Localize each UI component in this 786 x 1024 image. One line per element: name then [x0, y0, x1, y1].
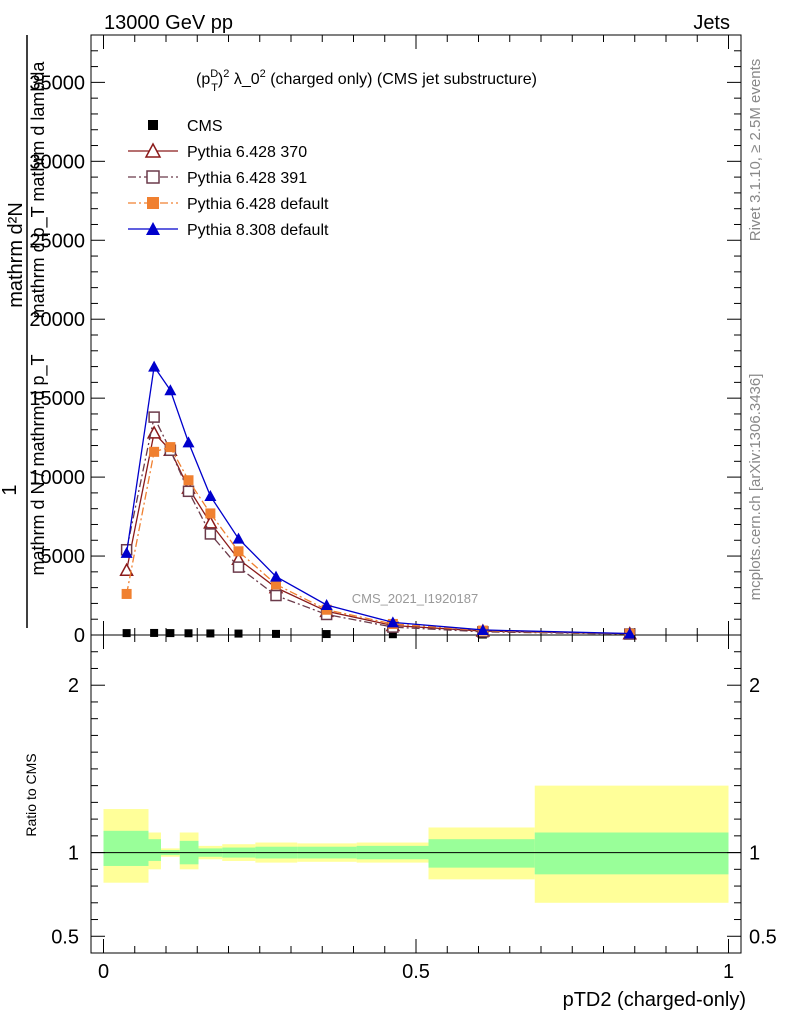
data-point — [148, 411, 160, 423]
y-axis-label-main: mathrm d²N mathrm d p_T mathrm d lambda … — [0, 35, 49, 628]
legend-label: Pythia 8.308 default — [187, 222, 329, 239]
y-tick-label: 30000 — [29, 151, 85, 173]
ratio-band-inner — [428, 839, 535, 868]
legend-marker — [144, 142, 162, 158]
legend-marker — [146, 170, 160, 184]
y-tick-label: 20000 — [29, 309, 85, 331]
header-right: Jets — [693, 12, 730, 34]
data-point — [623, 627, 636, 639]
legend-marker — [148, 120, 158, 130]
data-point — [165, 442, 176, 453]
data-point — [164, 384, 177, 396]
ratio-y-tick-label-left: 0.5 — [51, 926, 79, 948]
data-point — [148, 360, 161, 372]
data-point — [182, 436, 195, 448]
data-point — [183, 475, 194, 486]
legend-marker — [147, 197, 159, 209]
data-point — [182, 485, 195, 498]
data-point — [234, 629, 243, 638]
legend: CMS Pythia 6.428 370 Pythia 6.428 391 Pythi… — [128, 118, 329, 239]
y-tick-label: 5000 — [41, 546, 86, 568]
data-point — [204, 528, 217, 540]
x-tick-label: 1 — [723, 961, 734, 983]
ratio-band-inner — [534, 832, 729, 875]
x-axis-label: pTD2 (charged-only) — [563, 989, 746, 1011]
y-tick-label: 25000 — [29, 230, 85, 252]
ratio-plot-layer: 0 0.5 1 0.5 0.5 1 1 2 2 — [51, 635, 777, 983]
chart-title: (pD T)2 λ_02 (charged only) (CMS jet subs… — [196, 68, 537, 94]
data-point — [271, 579, 281, 590]
analysis-watermark: CMS_2021_I1920187 — [352, 591, 479, 606]
y-tick-label: 10000 — [29, 467, 85, 489]
data-point — [166, 629, 175, 638]
header-left: 13000 GeV pp — [104, 12, 233, 34]
data-point — [206, 629, 215, 638]
data-point — [232, 561, 245, 573]
ratio-band-inner — [148, 839, 161, 861]
ratio-y-tick-label-right: 1 — [749, 843, 760, 865]
ratio-y-tick-label-left: 2 — [68, 675, 79, 697]
ratio-y-tick-label-right: 0.5 — [749, 926, 777, 948]
data-point — [322, 630, 331, 639]
data-point — [233, 546, 244, 557]
data-point — [272, 629, 280, 638]
data-point — [232, 532, 245, 544]
y-tick-label: 15000 — [29, 388, 85, 410]
data-point — [149, 446, 160, 457]
ylabel-numerator: mathrm d²N — [5, 202, 27, 308]
data-point — [386, 616, 399, 628]
legend-label: Pythia 6.428 370 — [187, 144, 307, 161]
data-point — [120, 546, 133, 558]
ylabel-one: 1 — [0, 484, 21, 495]
y-tick-label: 35000 — [29, 72, 85, 94]
y-tick-label: 0 — [74, 625, 85, 647]
legend-label: CMS — [187, 118, 223, 135]
data-point — [204, 490, 217, 502]
main-plot-layer: 0 5000 10000 15000 20000 25000 30000 35000 — [29, 34, 741, 647]
data-point — [203, 515, 218, 529]
ratio-y-axis-label: Ratio to CMS — [23, 753, 39, 836]
legend-label: Pythia 6.428 391 — [187, 170, 307, 187]
data-point — [270, 570, 282, 582]
legend-label: Pythia 6.428 default — [187, 196, 329, 213]
series-line — [125, 446, 630, 635]
ylabel-numerator-sub: mathrm d p_T mathrm d lambda — [28, 61, 49, 319]
ratio-band-inner — [103, 830, 149, 866]
ylabel-denominator: mathrm d N / mathrm d p_T — [28, 354, 49, 575]
ratio-y-tick-label-right: 2 — [749, 675, 760, 697]
data-point — [184, 629, 193, 638]
ratio-y-tick-label-left: 1 — [68, 843, 79, 865]
data-point — [150, 628, 159, 637]
data-point — [122, 629, 131, 638]
legend-marker — [146, 222, 160, 235]
data-point — [320, 599, 333, 610]
data-point — [388, 630, 397, 639]
data-point — [205, 508, 216, 519]
data-point — [476, 623, 489, 635]
rivet-version-text: Rivet 3.1.10, ≥ 2.5M events — [747, 59, 764, 242]
x-tick-label: 0 — [98, 961, 109, 983]
x-tick-label: 0.5 — [402, 961, 430, 983]
data-point — [270, 589, 282, 602]
mcplots-source-text: mcplots.cern.ch [arXiv:1306.3436] — [747, 374, 764, 601]
data-point — [119, 562, 134, 577]
data-point — [121, 588, 132, 599]
